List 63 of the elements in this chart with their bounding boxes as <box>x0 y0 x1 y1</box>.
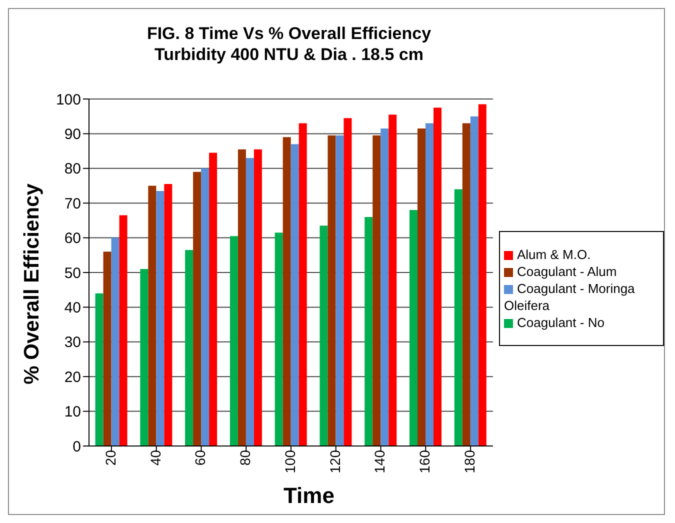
bar <box>344 118 352 446</box>
bar <box>246 158 254 446</box>
x-tick-label: 20 <box>102 450 118 466</box>
y-tick-label: 30 <box>64 334 81 352</box>
bar <box>156 190 164 446</box>
bar <box>418 128 426 446</box>
bar <box>111 238 120 446</box>
bar <box>364 216 373 446</box>
bar <box>140 269 148 446</box>
x-tick-label: 180 <box>461 450 478 474</box>
bar <box>193 172 202 446</box>
legend-label: Coagulant - Alum <box>517 264 617 279</box>
bar <box>238 149 246 446</box>
bar <box>478 104 486 446</box>
bar <box>426 123 434 446</box>
x-tick-label: 100 <box>282 450 298 474</box>
legend-label: Coagulant - Moringa Oleifera <box>504 281 635 313</box>
y-tick-label: 0 <box>72 438 81 456</box>
y-tick-label: 40 <box>64 300 81 317</box>
bar <box>290 144 299 446</box>
y-tick-label: 100 <box>56 91 81 108</box>
y-tick-label: 20 <box>64 368 81 386</box>
bar <box>185 250 194 446</box>
bar <box>454 189 462 446</box>
bar <box>298 123 307 446</box>
legend-label: Alum & M.O. <box>517 247 591 262</box>
x-tick-label: 140 <box>372 450 388 474</box>
bar <box>336 135 344 446</box>
y-tick-label: 90 <box>64 126 81 144</box>
bar <box>95 293 104 446</box>
y-axis-title: % Overall Efficiency <box>20 184 44 384</box>
bar <box>282 137 291 446</box>
y-tick-label: 70 <box>64 195 81 212</box>
y-tick-label: 60 <box>64 230 81 248</box>
bar <box>148 186 156 446</box>
bar <box>274 232 283 446</box>
bar <box>320 226 328 446</box>
bar <box>388 114 397 446</box>
x-tick-label: 80 <box>237 450 254 466</box>
x-tick-label: 40 <box>147 450 164 466</box>
y-tick-label: 50 <box>64 264 81 282</box>
x-tick-label: 160 <box>416 450 433 474</box>
bar <box>119 215 128 446</box>
bar <box>462 123 470 446</box>
x-tick-label: 120 <box>326 450 343 474</box>
x-tick-label: 60 <box>192 450 208 466</box>
legend-label: Coagulant - No <box>517 315 604 330</box>
bar <box>372 135 381 446</box>
bar <box>164 184 172 446</box>
bar <box>230 236 238 446</box>
bar <box>103 252 112 446</box>
x-axis-title: Time <box>282 483 336 509</box>
y-tick-label: 80 <box>64 160 81 178</box>
bar <box>470 116 478 446</box>
bar <box>410 210 418 446</box>
bar <box>434 108 442 446</box>
bar <box>201 168 210 446</box>
bar <box>380 128 389 446</box>
y-tick-label: 10 <box>64 404 81 421</box>
bar <box>209 152 218 446</box>
chart-title: FIG. 8 Time Vs % Overall Efficiency Turbidity 400 NTU & Dia . 18.5 cm <box>146 23 432 65</box>
bar <box>254 149 262 446</box>
bar <box>328 135 336 446</box>
